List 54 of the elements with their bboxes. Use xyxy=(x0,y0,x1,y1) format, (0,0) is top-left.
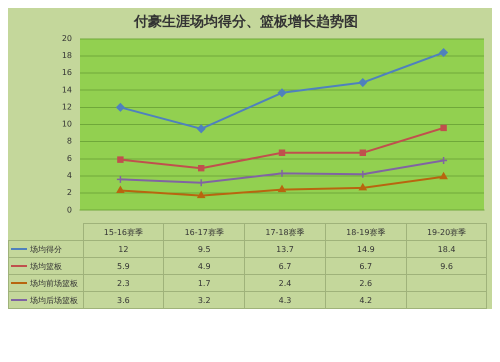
chart-title: 付豪生涯场均得分、篮板增长趋势图 xyxy=(133,14,358,30)
legend-label: 场均篮板 xyxy=(8,258,83,274)
data-label: 6.7 xyxy=(325,258,406,274)
data-label: 2.3 xyxy=(83,274,164,292)
y-tick-label: 16 xyxy=(62,68,72,78)
data-label: 4.9 xyxy=(164,258,245,274)
data-label: 12 xyxy=(83,240,164,258)
y-tick-label: 12 xyxy=(62,102,72,112)
y-tick-label: 20 xyxy=(62,34,72,43)
y-tick-label: 2 xyxy=(66,188,72,198)
point xyxy=(440,172,448,180)
x-tick-label: 17-18赛季 xyxy=(244,224,326,240)
point xyxy=(359,184,367,190)
legend-label: 场均前场篮板 xyxy=(8,274,83,292)
x-tick-label: 18-19赛季 xyxy=(325,224,406,240)
point xyxy=(116,103,125,112)
point xyxy=(197,191,205,198)
x-tick-label: 16-17赛季 xyxy=(164,224,245,240)
data-label: 13.7 xyxy=(244,240,326,258)
point xyxy=(278,185,286,192)
point xyxy=(196,124,206,134)
point xyxy=(116,186,124,193)
data-label: 2.4 xyxy=(244,274,326,292)
data-label: 3.2 xyxy=(164,292,245,308)
y-tick-label: 4 xyxy=(66,171,72,180)
point xyxy=(358,78,368,87)
y-tick-label: 0 xyxy=(66,205,72,214)
point xyxy=(440,124,447,132)
y-tick-label: 18 xyxy=(62,51,72,60)
data-label: 6.7 xyxy=(244,258,326,274)
data-label: 18.4 xyxy=(406,240,487,258)
y-tick-label: 6 xyxy=(66,154,72,163)
x-tick-label: 19-20赛季 xyxy=(406,224,487,240)
x-tick-label: 15-16赛季 xyxy=(83,224,164,240)
point xyxy=(360,150,366,156)
point xyxy=(439,48,448,57)
data-label: 9.6 xyxy=(406,258,487,274)
y-tick-label: 8 xyxy=(66,136,72,146)
data-label: 4.3 xyxy=(244,292,326,308)
y-tick-label: 14 xyxy=(62,85,72,94)
legend-label: 场均后场篮板 xyxy=(8,292,83,308)
point xyxy=(278,88,286,98)
data-label: 14.9 xyxy=(325,240,406,258)
point xyxy=(117,156,124,163)
data-label: 4.2 xyxy=(325,292,406,308)
data-label: 3.6 xyxy=(83,292,164,308)
point xyxy=(278,150,286,156)
y-tick-label: 10 xyxy=(62,120,72,129)
data-label: 5.9 xyxy=(83,258,164,274)
data-label: 2.6 xyxy=(325,274,406,292)
point xyxy=(198,164,204,172)
data-label: 1.7 xyxy=(164,274,245,292)
legend-label: 场均得分 xyxy=(8,240,83,258)
data-label: 9.5 xyxy=(164,240,245,258)
